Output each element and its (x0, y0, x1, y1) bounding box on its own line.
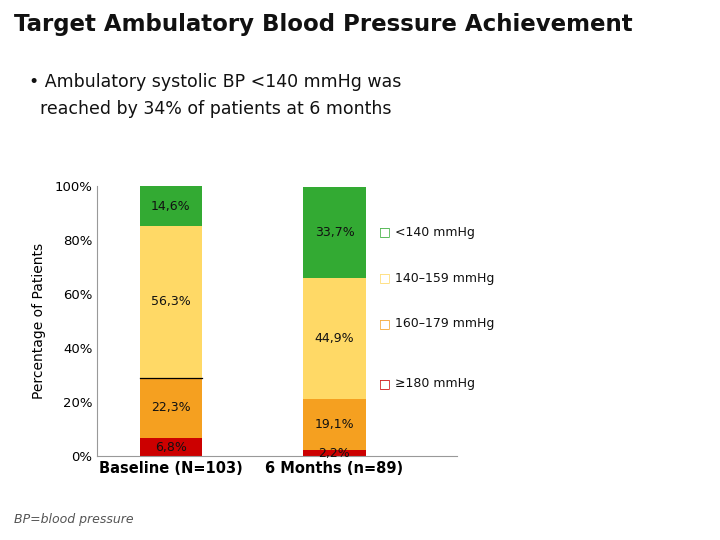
Bar (303, 399, 366, 450)
Text: 140–159 mmHg: 140–159 mmHg (395, 272, 495, 285)
Bar (303, 450, 366, 456)
Text: 160–179 mmHg: 160–179 mmHg (395, 318, 495, 330)
Bar (140, 186, 202, 226)
Text: □: □ (379, 272, 390, 285)
Bar (303, 186, 366, 278)
Text: 6,8%: 6,8% (155, 441, 186, 454)
Text: 33,7%: 33,7% (315, 226, 354, 239)
Text: 2,2%: 2,2% (318, 447, 351, 460)
Y-axis label: Percentage of Patients: Percentage of Patients (32, 243, 46, 400)
Text: • Ambulatory systolic BP <140 mmHg was: • Ambulatory systolic BP <140 mmHg was (29, 73, 401, 91)
Text: <140 mmHg: <140 mmHg (395, 226, 475, 239)
Text: □: □ (379, 318, 390, 330)
Text: 22,3%: 22,3% (151, 401, 191, 414)
Text: 56,3%: 56,3% (151, 295, 191, 308)
Text: 44,9%: 44,9% (315, 332, 354, 345)
Text: 19,1%: 19,1% (315, 418, 354, 431)
Bar (140, 438, 202, 456)
Text: 14,6%: 14,6% (151, 199, 191, 213)
Text: ≥180 mmHg: ≥180 mmHg (395, 377, 475, 390)
Bar (303, 278, 366, 399)
Bar (140, 226, 202, 378)
Bar (140, 378, 202, 438)
Text: Target Ambulatory Blood Pressure Achievement: Target Ambulatory Blood Pressure Achieve… (14, 14, 633, 37)
Text: reached by 34% of patients at 6 months: reached by 34% of patients at 6 months (29, 100, 391, 118)
Text: BP=blood pressure: BP=blood pressure (14, 514, 134, 526)
Text: □: □ (379, 377, 390, 390)
Text: □: □ (379, 226, 390, 239)
